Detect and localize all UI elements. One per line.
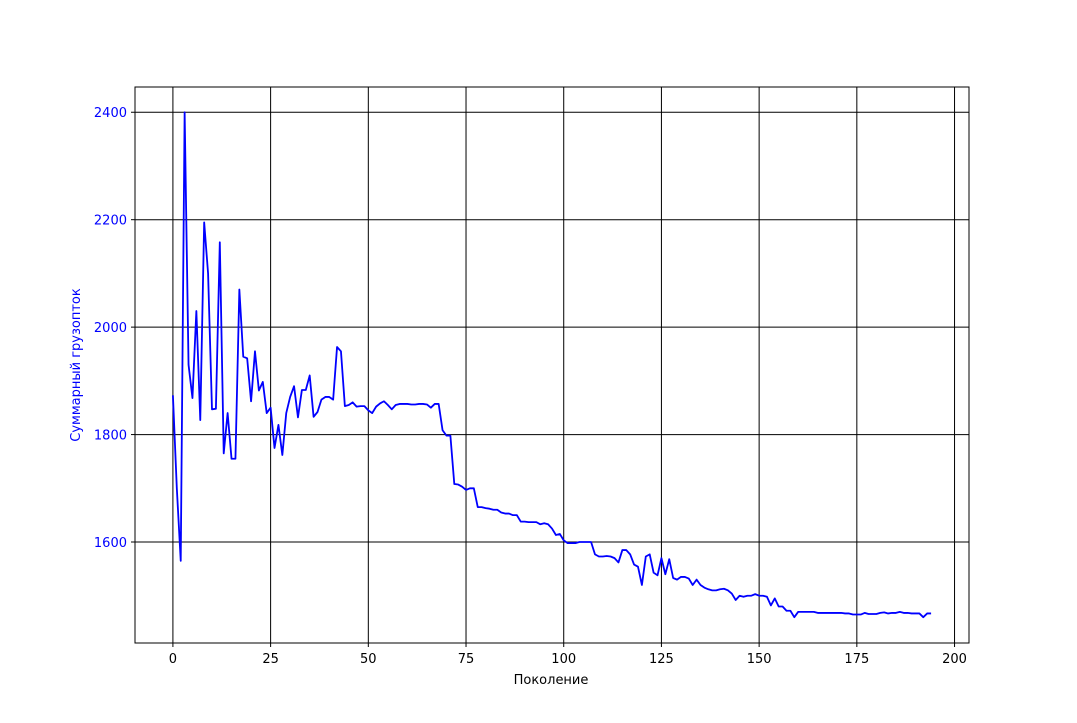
y-tick-label: 2200	[94, 214, 127, 229]
y-tick-label: 2400	[94, 106, 127, 121]
line-series	[172, 111, 932, 619]
x-tick-label: 100	[551, 652, 576, 667]
x-tick-label: 0	[169, 652, 177, 667]
y-tick-label: 2000	[94, 321, 127, 336]
x-axis-label: Поколение	[514, 673, 589, 688]
x-tick-label: 175	[844, 652, 869, 667]
x-tick-label: 50	[360, 652, 377, 667]
x-tick-label: 25	[262, 652, 279, 667]
x-tick-label: 200	[942, 652, 967, 667]
y-tick-label: 1800	[94, 429, 127, 444]
x-tick-label: 75	[458, 652, 475, 667]
plot-frame	[134, 86, 970, 644]
y-axis-label: Суммарный грузопток	[69, 288, 84, 442]
x-tick-label: 125	[649, 652, 674, 667]
y-tick-label: 1600	[94, 536, 127, 551]
x-tick-label: 150	[747, 652, 772, 667]
